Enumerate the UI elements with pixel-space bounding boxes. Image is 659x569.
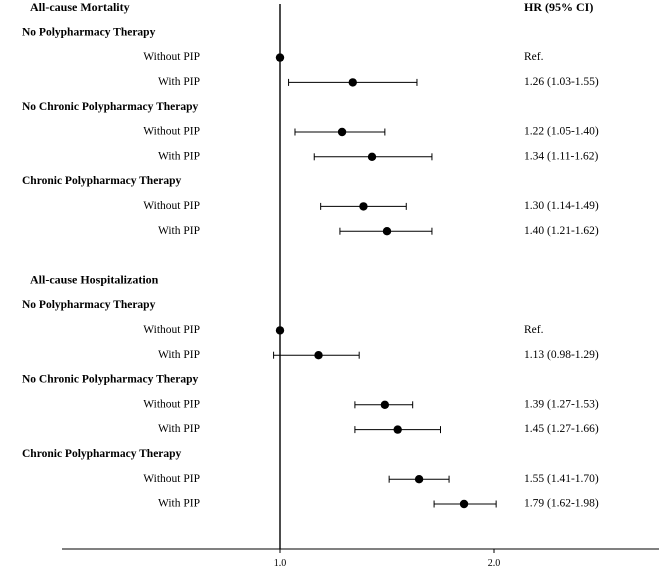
hr-ci-value: 1.55 (1.41-1.70) — [524, 473, 599, 485]
hr-ci-value: Ref. — [524, 324, 544, 336]
row-label: With PIP — [158, 76, 200, 88]
group-title: Chronic Polypharmacy Therapy — [22, 175, 182, 187]
hr-ci-value: 1.40 (1.21-1.62) — [524, 225, 599, 237]
row-label: With PIP — [158, 498, 200, 510]
x-tick-label: 1.0 — [274, 558, 287, 569]
hr-ci-value: 1.13 (0.98-1.29) — [524, 349, 599, 361]
hr-point — [380, 400, 390, 409]
section-title: All-cause Hospitalization — [30, 273, 159, 287]
row-label: Without PIP — [143, 473, 200, 485]
hr-ci-value: Ref. — [524, 51, 544, 63]
hr-ci-value: 1.39 (1.27-1.53) — [524, 398, 599, 410]
hr-ci-value: 1.34 (1.11-1.62) — [524, 150, 598, 162]
section-title: All-cause Mortality — [30, 0, 130, 14]
hr-point — [359, 202, 368, 211]
hr-column-header: HR (95% CI) — [524, 0, 593, 14]
hr-point — [337, 127, 347, 137]
hr-point — [414, 475, 424, 484]
hr-point — [275, 53, 285, 62]
group-title: Chronic Polypharmacy Therapy — [22, 448, 182, 460]
group-title: No Chronic Polypharmacy Therapy — [22, 374, 198, 386]
hr-point — [382, 227, 392, 236]
row-label: Without PIP — [143, 51, 200, 63]
hr-point — [314, 351, 323, 360]
group-title: No Chronic Polypharmacy Therapy — [22, 101, 198, 113]
row-label: With PIP — [158, 225, 200, 237]
row-label: With PIP — [158, 423, 200, 435]
group-title: No Polypharmacy Therapy — [22, 299, 156, 311]
x-tick-label: 2.0 — [488, 558, 501, 569]
hr-ci-value: 1.26 (1.03-1.55) — [524, 76, 599, 88]
row-label: With PIP — [158, 150, 200, 162]
hr-ci-value: 1.30 (1.14-1.49) — [524, 200, 599, 212]
hr-ci-value: 1.45 (1.27-1.66) — [524, 423, 599, 435]
row-label: Without PIP — [143, 126, 200, 138]
hr-ci-value: 1.22 (1.05-1.40) — [524, 126, 599, 138]
hr-point — [367, 152, 377, 161]
hr-ci-value: 1.79 (1.62-1.98) — [524, 498, 599, 510]
hr-point — [275, 326, 285, 335]
row-label: Without PIP — [143, 398, 200, 410]
hr-point — [459, 499, 469, 509]
group-title: No Polypharmacy Therapy — [22, 26, 156, 38]
hr-point — [348, 78, 357, 87]
row-label: Without PIP — [143, 200, 200, 212]
hr-point — [393, 425, 402, 434]
row-label: With PIP — [158, 349, 200, 361]
row-label: Without PIP — [143, 324, 200, 336]
